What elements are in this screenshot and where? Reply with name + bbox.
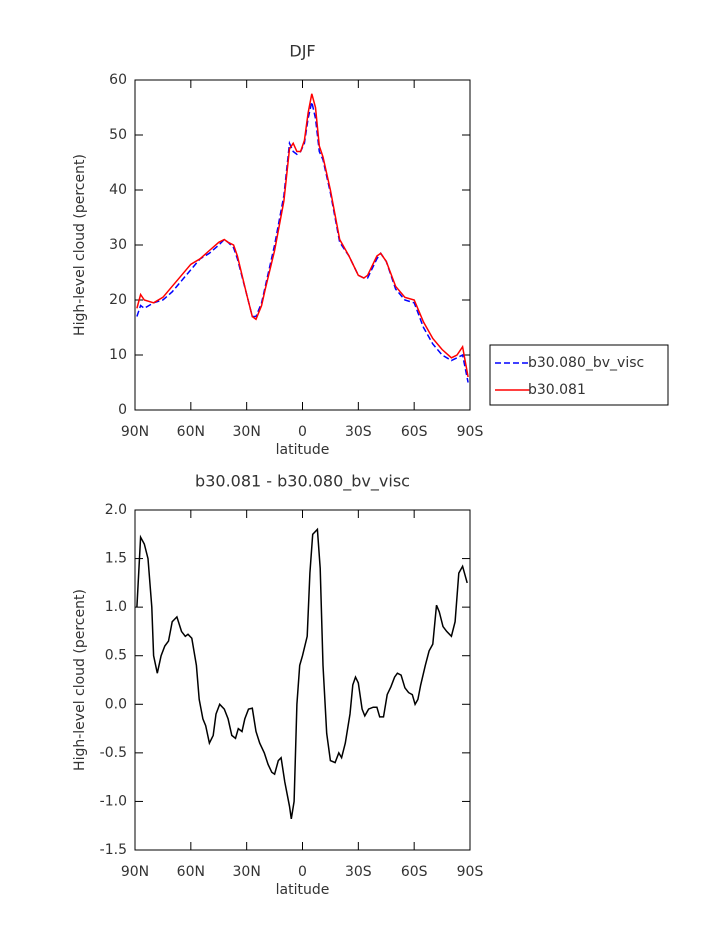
legend-label: b30.080_bv_visc: [528, 355, 644, 371]
y-tick-label: 10: [109, 347, 127, 363]
legend-label: b30.081: [528, 382, 586, 398]
x-axis-label: latitude: [276, 882, 330, 898]
plot-frame: [134, 79, 471, 411]
y-tick-label: 0: [118, 402, 127, 418]
y-axis-label: High-level cloud (percent): [72, 589, 88, 771]
y-tick-label: -1.0: [100, 793, 127, 809]
y-tick-label: 2.0: [105, 502, 127, 518]
x-tick-label: 30N: [233, 864, 261, 880]
x-tick-label: 60N: [177, 864, 205, 880]
chart-title: b30.081 - b30.080_bv_visc: [195, 472, 410, 492]
x-tick-label: 90N: [121, 864, 149, 880]
data-line: [136, 93, 469, 378]
x-tick-label: 30S: [345, 864, 372, 880]
y-axis-label: High-level cloud (percent): [72, 154, 88, 336]
x-tick-label: 60N: [177, 424, 205, 440]
plot-frame: [134, 509, 471, 851]
y-tick-label: -0.5: [100, 745, 127, 761]
x-tick-label: 0: [298, 864, 307, 880]
y-tick-label: 0.0: [105, 696, 127, 712]
y-tick-label: 1.5: [105, 551, 127, 567]
x-tick-label: 0: [298, 424, 307, 440]
legend-box: [489, 344, 669, 406]
x-tick-label: 60S: [401, 864, 428, 880]
x-tick-label: 30S: [345, 424, 372, 440]
x-tick-label: 30N: [233, 424, 261, 440]
chart-title: DJF: [289, 42, 315, 61]
x-tick-label: 90N: [121, 424, 149, 440]
y-tick-label: 60: [109, 72, 127, 88]
y-tick-label: 20: [109, 292, 127, 308]
x-tick-label: 90S: [457, 864, 484, 880]
y-tick-label: -1.5: [100, 842, 127, 858]
y-tick-label: 0.5: [105, 648, 127, 664]
x-tick-label: 60S: [401, 424, 428, 440]
y-tick-label: 50: [109, 127, 127, 143]
y-tick-label: 1.0: [105, 599, 127, 615]
y-tick-label: 30: [109, 237, 127, 253]
x-axis-label: latitude: [276, 442, 330, 458]
y-tick-label: 40: [109, 182, 127, 198]
x-tick-label: 90S: [457, 424, 484, 440]
data-line: [136, 527, 468, 820]
